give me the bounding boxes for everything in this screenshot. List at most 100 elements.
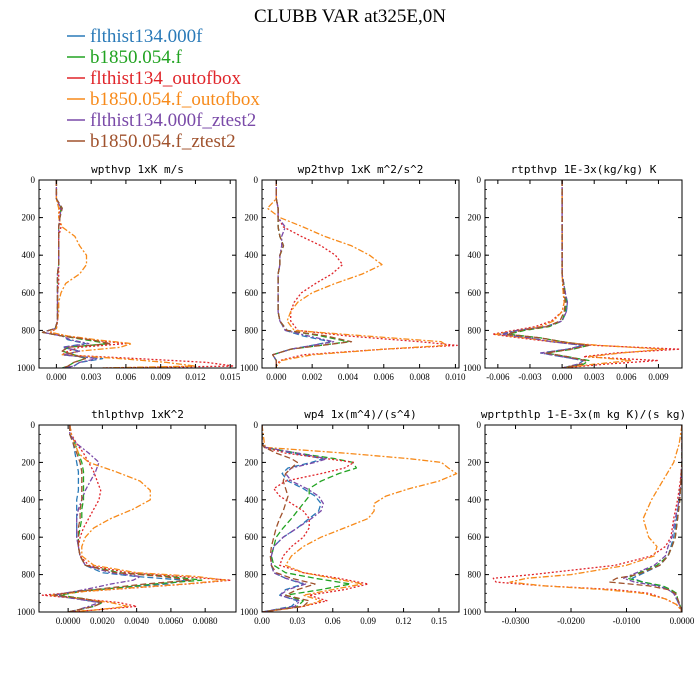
series-group [41,180,235,368]
x-tick-label: 0.004 [338,372,359,382]
y-tick-label: 400 [22,250,36,260]
series-line-2 [262,425,358,612]
x-tick-label: 0.0060 [159,616,184,626]
series-line-6 [53,425,193,612]
series-line-5 [499,180,585,368]
series-line-6 [41,180,112,368]
x-tick-label: 0.000 [266,372,287,382]
y-tick-label: 200 [468,457,482,467]
x-tick-label: 0.003 [81,372,102,382]
series-group [262,425,458,612]
x-tick-label: 0.00 [254,616,270,626]
x-tick-label: 0.002 [302,372,322,382]
x-tick-label: -0.006 [486,372,510,382]
legend-entry-5: flthist134.000f_ztest2 [90,110,256,131]
y-tick-label: 1000 [463,607,482,617]
x-tick-label: 0.015 [220,372,241,382]
panel-3: rtpthvp 1E-3x(kg/kg) K02004006008001000-… [463,163,683,382]
series-line-4 [495,180,665,368]
y-tick-label: 400 [245,250,259,260]
x-tick-label: 0.03 [290,616,306,626]
y-tick-label: 200 [468,213,482,223]
y-tick-label: 0 [254,420,259,430]
y-tick-label: 200 [22,213,36,223]
y-tick-label: 600 [245,532,259,542]
series-line-4 [266,180,448,368]
x-tick-label: -0.0200 [557,616,585,626]
y-tick-label: 800 [22,570,36,580]
series-line-4 [509,425,682,612]
x-tick-label: -0.003 [518,372,542,382]
y-tick-label: 600 [468,288,482,298]
series-line-5 [262,425,328,612]
series-line-6 [272,180,353,368]
y-tick-label: 400 [245,495,259,505]
panel-title: wpthvp 1xK m/s [91,163,184,176]
series-line-2 [272,180,349,368]
y-tick-label: 800 [22,325,36,335]
y-tick-label: 0 [31,175,36,185]
y-tick-label: 1000 [17,363,36,373]
y-tick-label: 800 [245,570,259,580]
x-tick-label: 0.006 [374,372,395,382]
x-tick-label: 0.0080 [193,616,218,626]
x-tick-label: -0.0300 [502,616,530,626]
x-tick-label: 0.000 [552,372,573,382]
series-line-4 [262,425,458,612]
panel-title: thlpthvp 1xK^2 [91,408,184,421]
y-tick-label: 0 [477,420,482,430]
y-tick-label: 800 [468,570,482,580]
y-tick-label: 600 [468,532,482,542]
x-tick-label: 0.15 [431,616,447,626]
series-line-3 [491,180,681,368]
y-tick-label: 200 [22,457,36,467]
series-line-6 [262,425,316,612]
x-tick-label: 0.09 [360,616,376,626]
series-line-1 [631,425,682,612]
legend-entry-6: b1850.054.f_ztest2 [90,131,236,152]
series-line-3 [49,180,235,368]
series-group [491,180,681,368]
y-tick-label: 200 [245,213,259,223]
y-tick-label: 400 [468,495,482,505]
panel-title: wp4 1x(m^4)/(s^4) [304,408,417,421]
series-line-4 [49,180,197,368]
x-tick-label: 0.003 [584,372,605,382]
panel-title: wprtpthlp 1-E-3x(m kg K)/(s kg) [481,408,686,421]
x-tick-label: 0.009 [151,372,172,382]
series-group [266,180,458,368]
y-tick-label: 1000 [240,363,259,373]
x-tick-label: 0.0040 [124,616,149,626]
series-line-2 [507,180,590,368]
series-line-2 [626,425,682,612]
figure-title: CLUBB VAR at325E,0N [254,6,446,27]
x-tick-label: 0.12 [396,616,412,626]
panel-4: thlpthvp 1xK^2 0 200 400 600 800 1000 0.0000 0.0… [17,408,237,626]
x-tick-label: 0.006 [616,372,637,382]
series-line-6 [609,425,682,612]
series-group [41,425,232,612]
x-tick-label: 0.0020 [90,616,115,626]
legend: flthist134.000fb1850.054.fflthist134_out… [67,26,260,152]
x-tick-label: -0.0100 [613,616,641,626]
panel-6: wprtpthlp 1-E-3x(m kg K)/(s kg)0 200 400 60… [463,408,695,626]
series-line-1 [50,425,186,612]
y-tick-label: 0 [477,175,482,185]
x-tick-label: 0.06 [325,616,341,626]
y-tick-label: 800 [468,325,482,335]
y-tick-label: 400 [468,250,482,260]
x-tick-label: 0.008 [409,372,430,382]
plot-frame [484,179,683,369]
y-tick-label: 0 [31,420,36,430]
series-line-3 [275,180,458,368]
y-tick-label: 200 [245,457,259,467]
legend-entry-2: b1850.054.f [90,47,183,68]
y-tick-label: 800 [245,325,259,335]
legend-entry-1: flthist134.000f [90,26,203,47]
x-tick-label: 0.000 [46,372,67,382]
panel-title: wp2thvp 1xK m^2/s^2 [298,163,424,176]
y-tick-label: 1000 [17,607,36,617]
series-line-5 [53,425,141,612]
